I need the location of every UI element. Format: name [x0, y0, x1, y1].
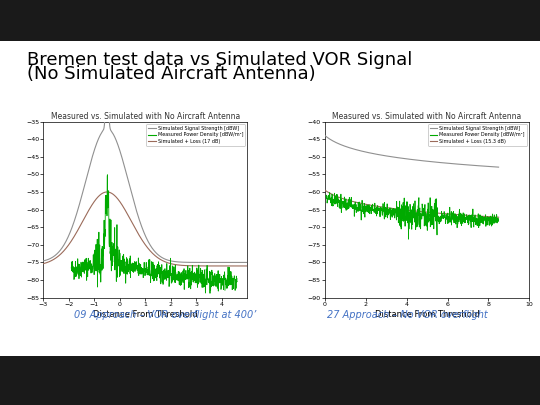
- X-axis label: Distance From Threshold: Distance From Threshold: [375, 309, 480, 319]
- Text: 27 Approach – No VOR overflight: 27 Approach – No VOR overflight: [327, 310, 488, 320]
- Title: Measured vs. Simulated with No Aircraft Antenna: Measured vs. Simulated with No Aircraft …: [51, 112, 240, 121]
- Legend: Simulated Signal Strength [dBW], Measured Power Density [dBW/m²], Simulated + Lo: Simulated Signal Strength [dBW], Measure…: [146, 124, 245, 146]
- Title: Measured vs. Simulated with No Aircraft Antenna: Measured vs. Simulated with No Aircraft …: [333, 112, 522, 121]
- Text: 09 Approach – VOR overflight at 400’: 09 Approach – VOR overflight at 400’: [73, 310, 256, 320]
- X-axis label: Distance From Threshold: Distance From Threshold: [93, 309, 198, 319]
- Text: Bremen test data vs Simulated VOR Signal: Bremen test data vs Simulated VOR Signal: [27, 51, 413, 68]
- Text: (No Simulated Aircraft Antenna): (No Simulated Aircraft Antenna): [27, 65, 315, 83]
- Legend: Simulated Signal Strength [dBW], Measured Power Density [dBW/m²], Simulated + Lo: Simulated Signal Strength [dBW], Measure…: [428, 124, 526, 146]
